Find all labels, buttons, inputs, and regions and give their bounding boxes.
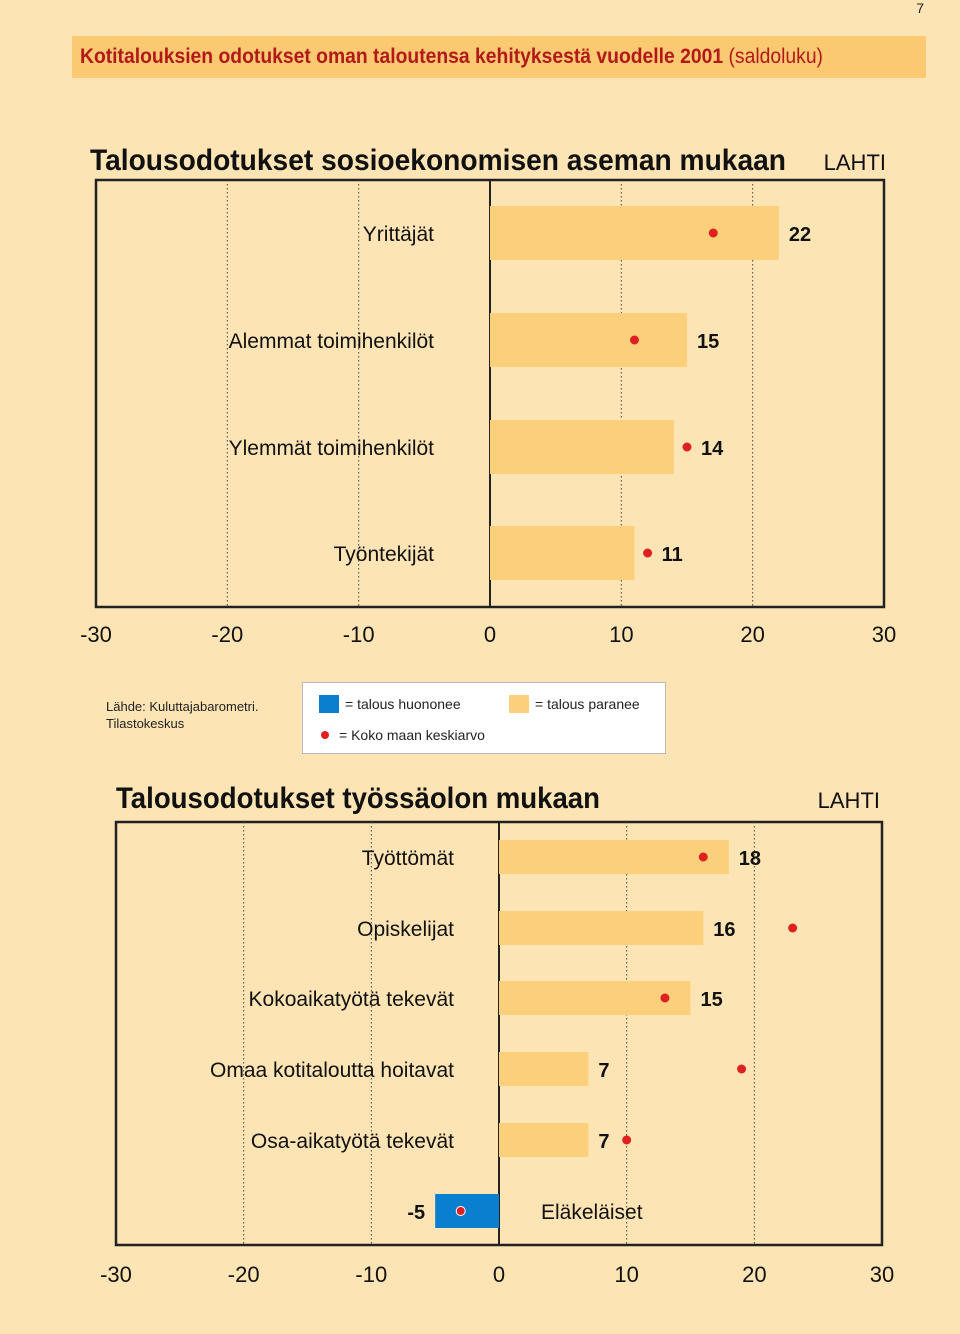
source-line-1: Lähde: Kuluttajabarometri. xyxy=(106,699,259,714)
chart2-tick-label: 30 xyxy=(870,1262,894,1287)
chart1-tick-label: -30 xyxy=(80,622,112,647)
chart1-average-dot xyxy=(708,228,718,238)
chart2-tick-label: -10 xyxy=(355,1262,387,1287)
chart1-tick-label: -20 xyxy=(211,622,243,647)
chart1-region-label: LAHTI xyxy=(824,150,886,175)
source-note: Lähde: Kuluttajabarometri. Tilastokeskus xyxy=(106,698,258,732)
chart2-average-dot xyxy=(622,1135,632,1145)
banner-unit: (saldoluku) xyxy=(728,45,824,68)
chart1-tick-label: 30 xyxy=(872,622,896,647)
chart2-category-label: Eläkeläiset xyxy=(541,1201,643,1224)
chart2-value-label: 7 xyxy=(598,1060,609,1082)
chart2-bar xyxy=(499,840,729,874)
chart1-category-label: Työntekijät xyxy=(334,543,435,566)
chart2-bar xyxy=(499,981,691,1015)
legend: = talous huononee = talous paranee = Kok… xyxy=(302,682,666,754)
legend-average-label: = Koko maan keskiarvo xyxy=(339,727,485,743)
chart2-value-label: 16 xyxy=(713,919,735,941)
chart1-bar xyxy=(490,313,687,367)
chart1-value-label: 15 xyxy=(697,331,719,353)
chart2-title: Talousodotukset työssäolon mukaan xyxy=(116,782,600,815)
chart2-category-label: Työttömät xyxy=(362,847,454,870)
legend-better: = talous paranee xyxy=(509,695,640,713)
chart2-region-label: LAHTI xyxy=(818,788,880,813)
chart2-average-dot xyxy=(455,1206,466,1216)
legend-average-dot xyxy=(321,731,329,739)
chart1-title: Talousodotukset sosioekonomisen aseman m… xyxy=(90,144,786,177)
chart1-category-label: Yrittäjät xyxy=(363,223,434,246)
chart2-value-label: 18 xyxy=(739,848,761,870)
chart2-bar xyxy=(435,1194,499,1228)
chart2-tick-label: -20 xyxy=(228,1262,260,1287)
chart2-tick-label: 0 xyxy=(493,1262,505,1287)
chart1-value-label: 14 xyxy=(701,438,724,460)
chart2-tick-label: 10 xyxy=(614,1262,638,1287)
chart1-bar xyxy=(490,206,779,260)
banner: Kotitalouksien odotukset oman taloutensa… xyxy=(72,36,926,78)
banner-title: Kotitalouksien odotukset oman taloutensa… xyxy=(80,45,824,68)
chart2-category-label: Kokoaikatyötä tekevät xyxy=(249,988,455,1011)
chart2-average-dot xyxy=(737,1064,747,1074)
source-line-2: Tilastokeskus xyxy=(106,716,185,731)
chart2-tick-label: 20 xyxy=(742,1262,766,1287)
legend-worse-swatch xyxy=(319,695,339,713)
chart2-average-dot xyxy=(698,852,708,862)
chart1-category-label: Ylemmät toimihenkilöt xyxy=(229,437,435,460)
chart2-category-label: Omaa kotitaloutta hoitavat xyxy=(210,1059,454,1082)
chart2-value-label: 7 xyxy=(598,1131,609,1153)
chart1-value-label: 11 xyxy=(662,544,683,566)
chart2-category-label: Osa-aikatyötä tekevät xyxy=(251,1130,454,1153)
chart1-average-dot xyxy=(629,335,639,345)
chart1-tick-label: -10 xyxy=(343,622,375,647)
chart1-value-label: 22 xyxy=(789,224,811,246)
legend-worse-label: = talous huononee xyxy=(345,696,461,712)
chart2-average-dot xyxy=(788,923,798,933)
chart2-tick-label: -30 xyxy=(100,1262,132,1287)
chart1-tick-label: 10 xyxy=(609,622,633,647)
chart1-average-dot xyxy=(643,548,653,558)
chart1-tick-label: 0 xyxy=(484,622,496,647)
chart2-bar xyxy=(499,1052,589,1086)
chart2-category-label: Opiskelijat xyxy=(357,918,454,941)
chart2-bar xyxy=(499,1123,589,1157)
chart1-bar xyxy=(490,420,674,474)
chart1-average-dot xyxy=(682,442,692,452)
chart2-value-label: -5 xyxy=(407,1202,425,1224)
chart1-category-label: Alemmat toimihenkilöt xyxy=(229,330,435,353)
legend-better-swatch xyxy=(509,695,529,713)
chart2-value-label: 15 xyxy=(701,989,723,1011)
legend-better-label: = talous paranee xyxy=(535,696,640,712)
legend-average: = Koko maan keskiarvo xyxy=(303,727,485,743)
chart2-average-dot xyxy=(660,993,670,1003)
chart1-bar xyxy=(490,526,635,580)
legend-worse: = talous huononee xyxy=(319,695,461,713)
chart1-tick-label: 20 xyxy=(740,622,764,647)
chart2-bar xyxy=(499,911,704,945)
page-number: 7 xyxy=(916,0,924,16)
